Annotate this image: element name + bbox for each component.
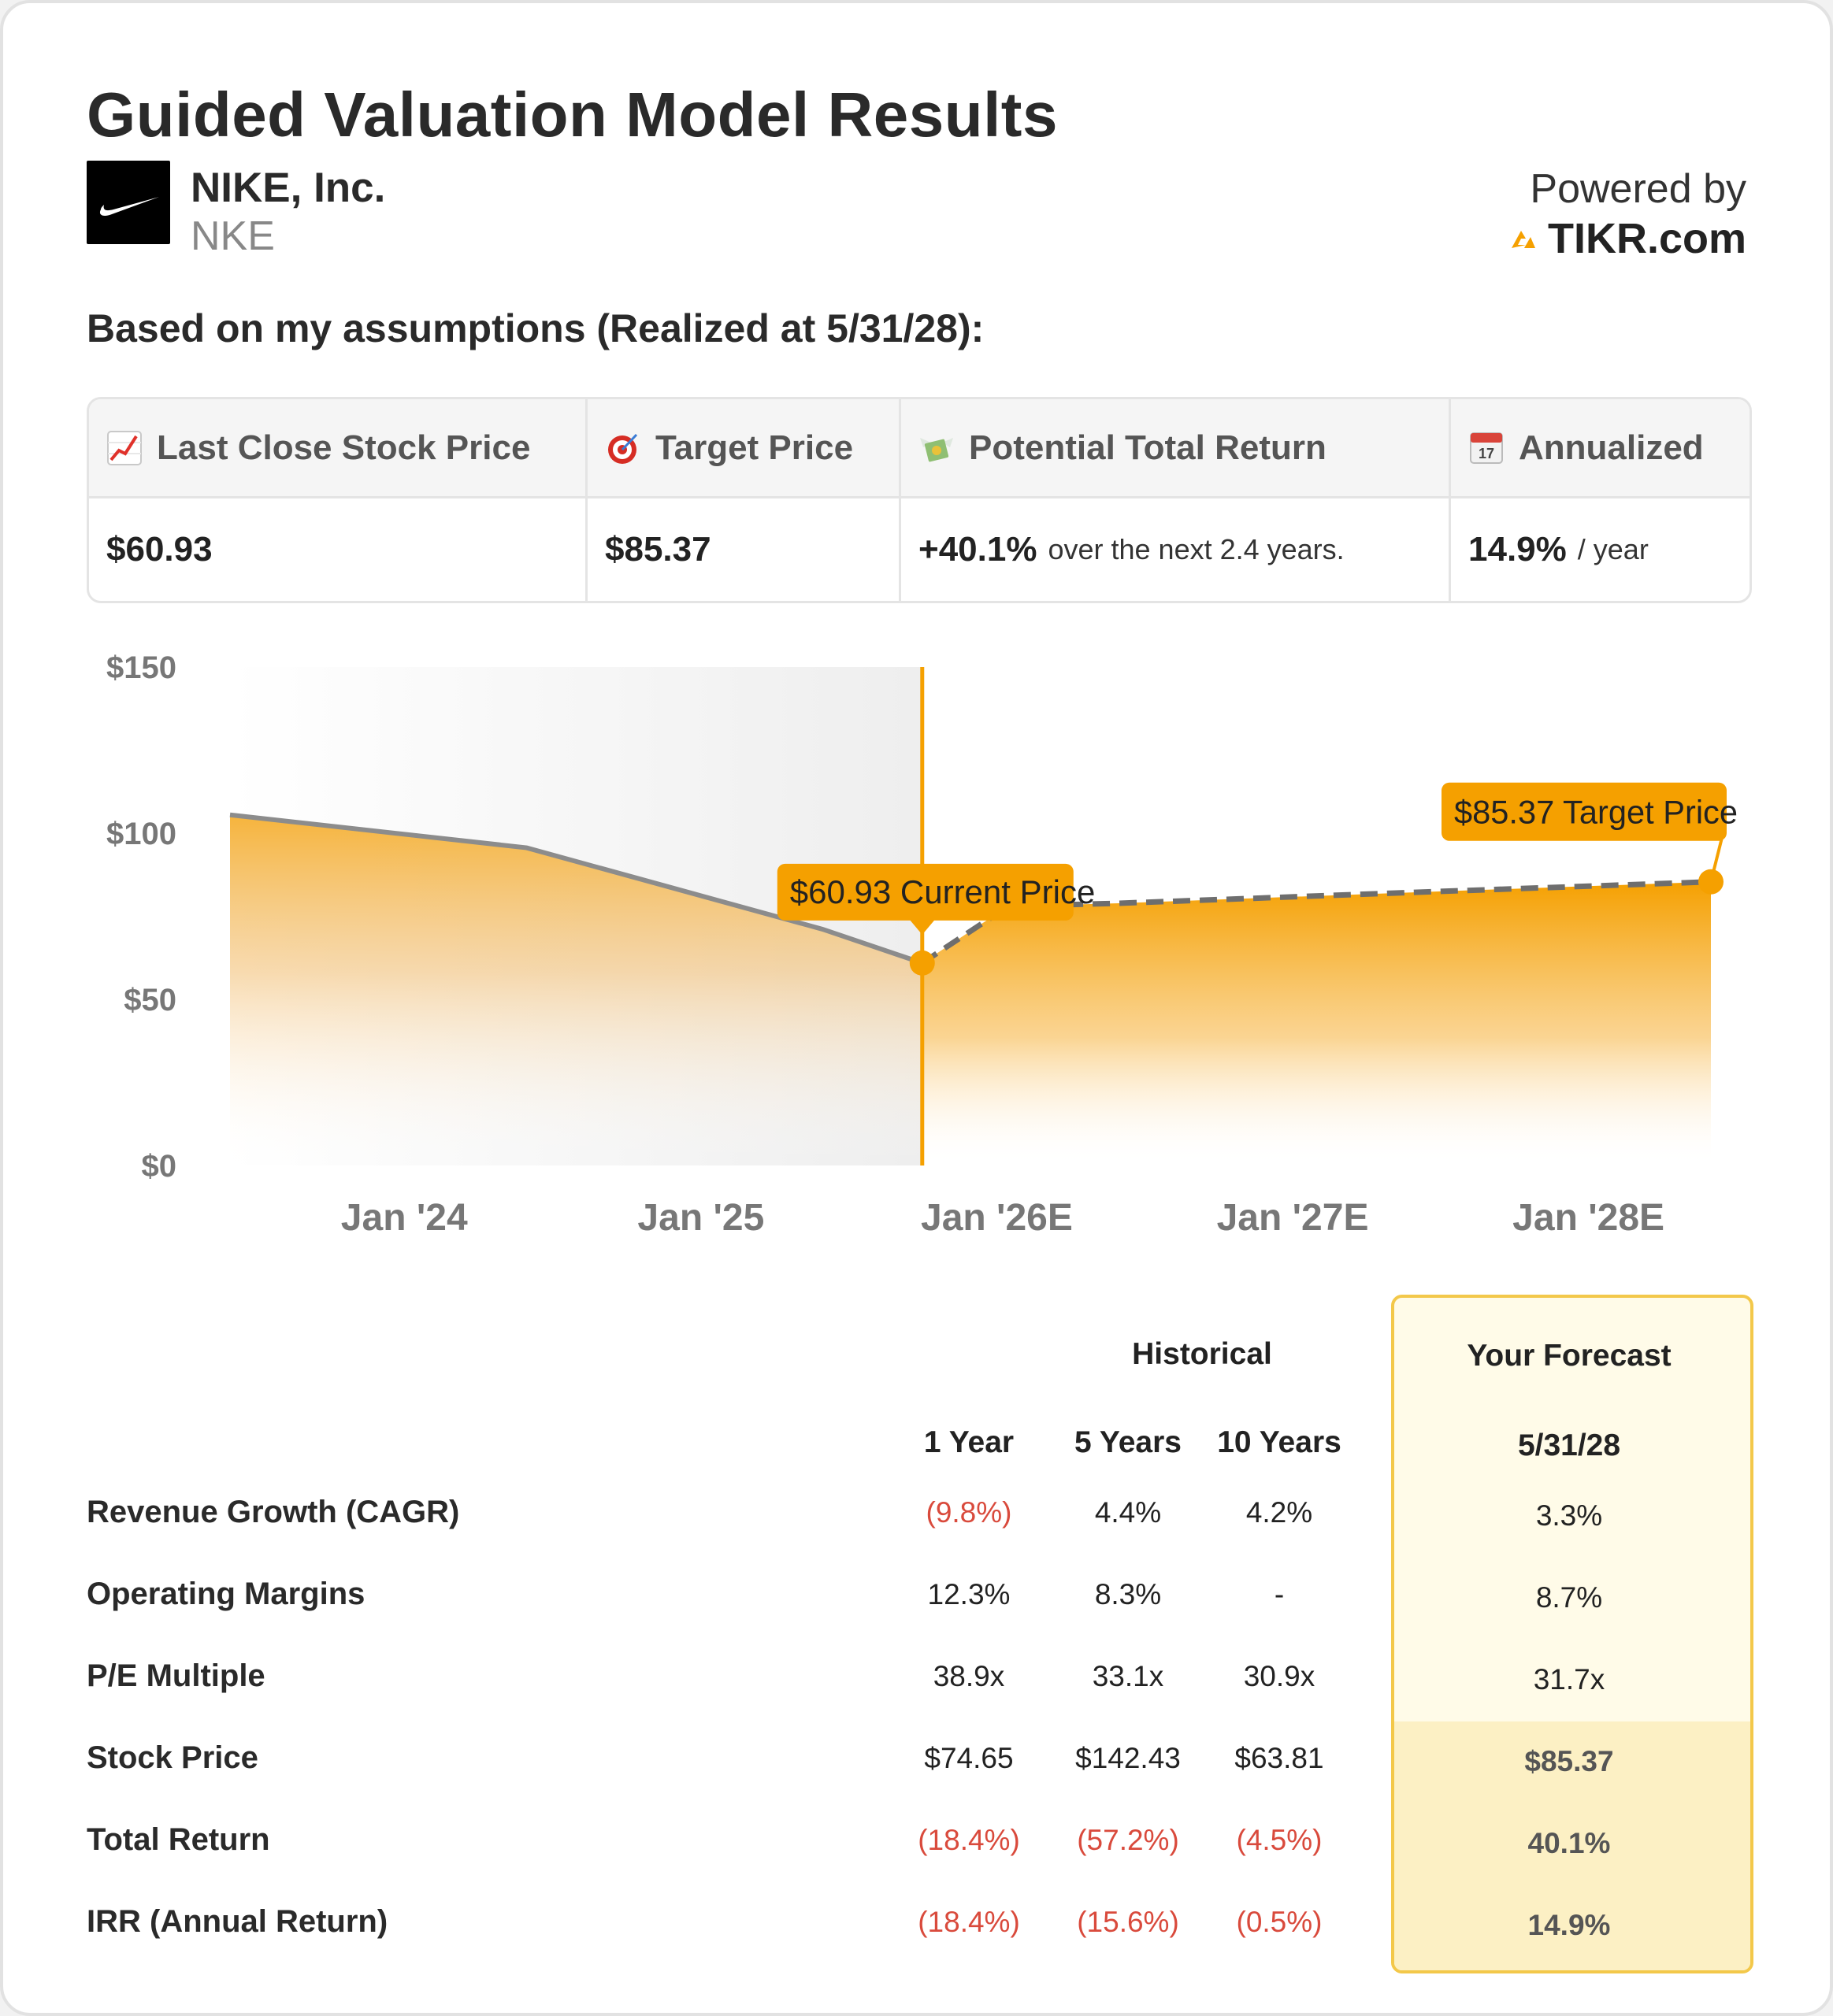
target-price-label-box: [1442, 782, 1727, 841]
forecast-line: [920, 879, 1712, 965]
x-tick-label: Jan '25: [637, 1197, 764, 1239]
column-header: 1 Year: [923, 1425, 1015, 1459]
row-label: Revenue Growth (CAGR): [87, 1495, 460, 1529]
forecast-date-header: 5/31/28: [1517, 1429, 1621, 1462]
row-label: IRR (Annual Return): [87, 1904, 388, 1939]
current-price-point: [909, 950, 935, 976]
kpi-value-target: $85.37: [588, 498, 901, 601]
forecast-area: [922, 881, 1711, 1166]
current-price-label: $60.93 Current Price: [790, 873, 1096, 910]
svg-text:17: 17: [1479, 446, 1494, 461]
table-cell: $142.43: [1075, 1742, 1181, 1774]
historical-line: [229, 812, 923, 965]
forecast-cell: 40.1%: [1527, 1827, 1611, 1859]
row-label: Operating Margins: [87, 1577, 365, 1611]
company-name: NIKE, Inc.: [191, 165, 386, 211]
tikr-link[interactable]: TIKR.com: [1510, 214, 1746, 263]
column-header: 10 Years: [1217, 1425, 1341, 1459]
table-cell: 4.2%: [1245, 1496, 1313, 1529]
table-cell: (15.6%): [1077, 1906, 1179, 1938]
table-cell: 38.9x: [933, 1660, 1005, 1692]
kpi-suffix: over the next 2.4 years.: [1048, 533, 1345, 565]
x-tick-label: Jan '24: [341, 1197, 468, 1239]
assumptions-heading: Based on my assumptions (Realized at 5/3…: [87, 306, 985, 350]
kpi-header-total-return: Potential Total Return: [901, 399, 1451, 498]
target-price-label: $85.37 Target Price: [1454, 794, 1738, 831]
current-price-label-pointer: [909, 919, 935, 935]
ticker-symbol: NKE: [191, 213, 275, 259]
kpi-header-target: Target Price: [588, 399, 901, 498]
forecast-cell: 8.7%: [1535, 1581, 1603, 1614]
money-wings-icon: [920, 437, 953, 461]
forecast-cell: 3.3%: [1535, 1499, 1603, 1532]
y-tick-label: $100: [106, 817, 176, 851]
forecast-cell: 14.9%: [1527, 1909, 1611, 1941]
page-title: Guided Valuation Model Results: [87, 80, 1058, 150]
kpi-label: Target Price: [655, 428, 854, 467]
forecast-table: Historical Your Forecast 1 Year 5 Years 10…: [87, 1295, 1753, 2003]
kpi-value-annualized: 14.9% / year: [1468, 530, 1649, 569]
table-cell: -: [1274, 1578, 1285, 1610]
table-cell: 4.4%: [1094, 1496, 1162, 1529]
kpi-header-last-close: Last Close Stock Price: [89, 399, 588, 498]
forecast-header: Your Forecast: [1467, 1339, 1672, 1373]
kpi-label: Annualized: [1519, 428, 1704, 467]
powered-by-label: Powered by: [1530, 166, 1746, 212]
kpi-table: Last Close Stock Price Target Price Pote…: [87, 397, 1752, 603]
table-cell: $63.81: [1234, 1742, 1324, 1774]
row-label: Stock Price: [87, 1740, 258, 1775]
nike-logo: [87, 161, 170, 244]
forecast-column-highlight: [1391, 1295, 1753, 1973]
calendar-icon: 17: [1470, 432, 1503, 464]
table-cell: 8.3%: [1094, 1578, 1162, 1610]
y-tick-label: $50: [124, 983, 176, 1017]
table-cell: 33.1x: [1092, 1660, 1164, 1692]
kpi-value-total-return: +40.1% over the next 2.4 years.: [901, 498, 1451, 601]
forecast-cell: 31.7x: [1533, 1663, 1605, 1695]
target-icon: [608, 433, 638, 464]
row-label: Total Return: [87, 1822, 270, 1857]
kpi-label: Potential Total Return: [969, 428, 1327, 467]
kpi-header-annualized: 17 Annualized: [1451, 399, 1750, 498]
kpi-value-last-close: $60.93: [89, 498, 588, 601]
table-cell: (57.2%): [1077, 1824, 1179, 1856]
row-label: P/E Multiple: [87, 1658, 265, 1693]
table-cell: (9.8%): [926, 1496, 1012, 1529]
table-cell: 12.3%: [927, 1578, 1011, 1610]
tikr-logo-icon: [1511, 231, 1535, 248]
kpi-suffix: / year: [1577, 533, 1649, 565]
table-cell: $74.65: [924, 1742, 1014, 1774]
y-tick-label: $0: [142, 1149, 177, 1184]
y-tick-label: $150: [106, 650, 176, 685]
x-tick-label: Jan '26E: [921, 1197, 1073, 1239]
table-cell: (18.4%): [918, 1906, 1020, 1938]
brand-name: TIKR.com: [1547, 215, 1746, 262]
x-tick-label: Jan '28E: [1512, 1197, 1664, 1239]
forecast-cell: $85.37: [1524, 1745, 1614, 1777]
x-tick-label: Jan '27E: [1217, 1197, 1369, 1239]
historical-area: [230, 814, 922, 1166]
price-chart: $150 $100 $50 $0 Jan '24 Jan '25 Jan '26E Jan '…: [106, 650, 1738, 1239]
historical-header: Historical: [1132, 1337, 1272, 1371]
table-cell: (4.5%): [1236, 1824, 1323, 1856]
current-price-label-box: [777, 863, 1074, 921]
column-header: 5 Years: [1074, 1425, 1182, 1459]
chart-increasing-icon: [107, 430, 142, 465]
table-cell: (0.5%): [1236, 1906, 1323, 1938]
swoosh-icon: [99, 197, 159, 216]
table-cell: 30.9x: [1243, 1660, 1315, 1692]
kpi-label: Last Close Stock Price: [157, 428, 531, 467]
target-price-point: [1698, 869, 1724, 895]
table-cell: (18.4%): [918, 1824, 1020, 1856]
